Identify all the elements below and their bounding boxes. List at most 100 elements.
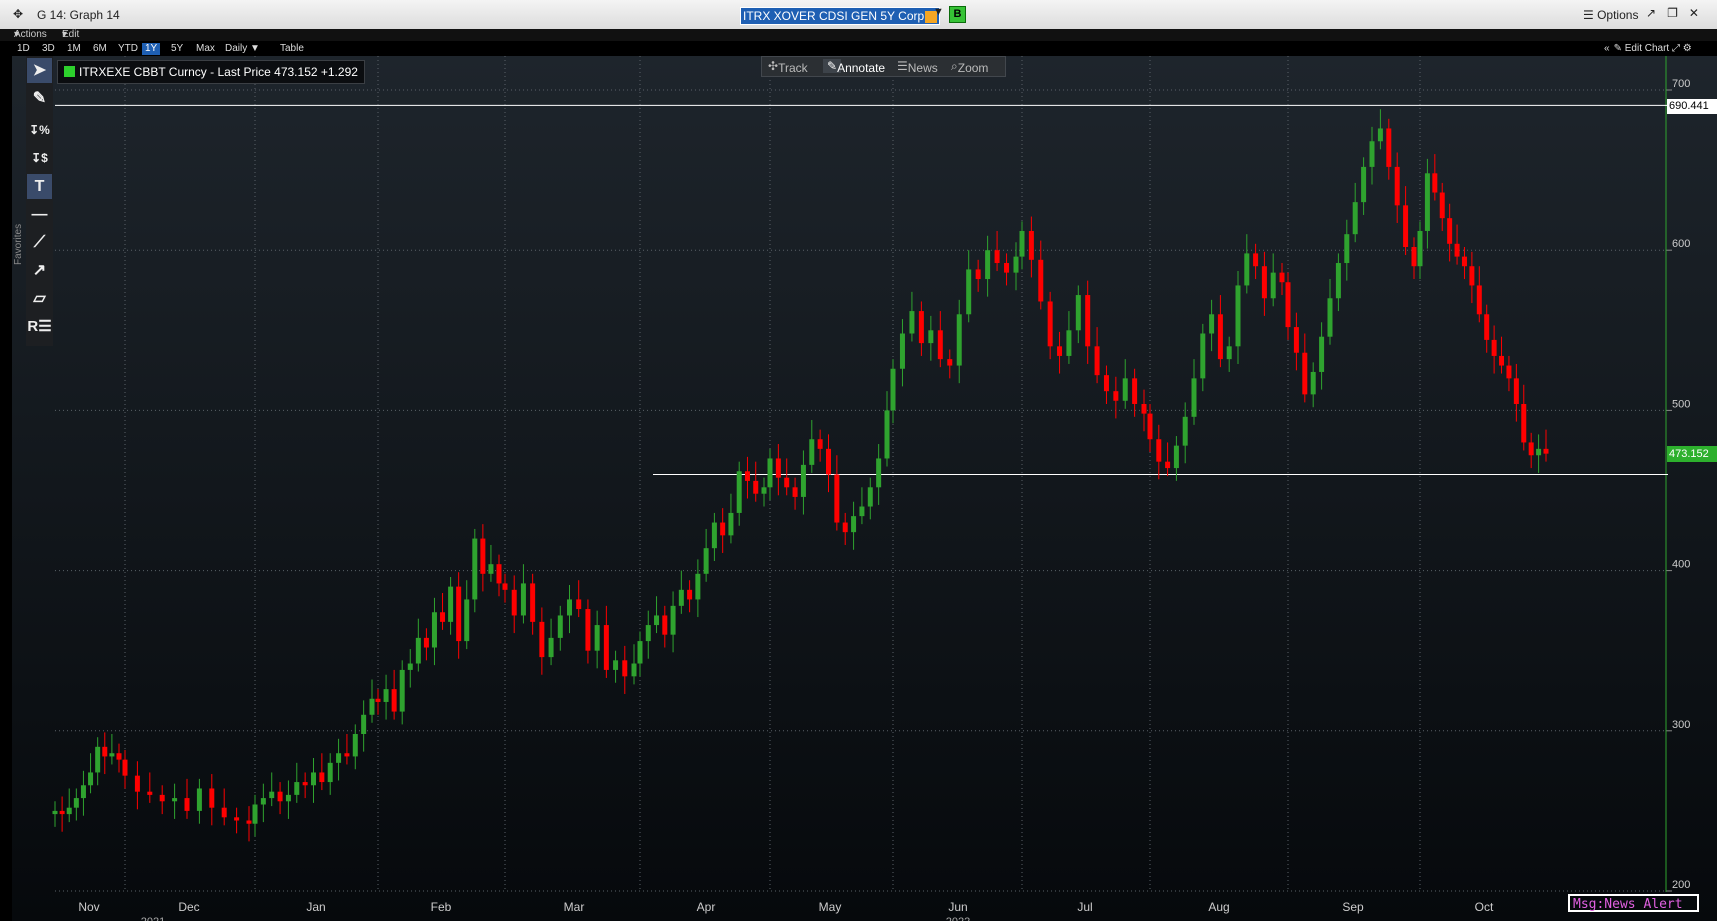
expand-icon[interactable]: ⤢: [1671, 43, 1680, 54]
chart-area[interactable]: [12, 56, 1717, 921]
candle-body: [1209, 314, 1215, 334]
candle-body: [876, 458, 882, 488]
news-alert[interactable]: Msg:News Alert: [1568, 894, 1699, 912]
candle-body: [1302, 352, 1308, 395]
candle-body: [102, 746, 108, 757]
move-icon[interactable]: ✥: [13, 7, 24, 21]
candle-body: [576, 599, 582, 610]
range-max[interactable]: Max: [196, 43, 215, 54]
candle-body: [1491, 339, 1497, 356]
x-tick-label: Nov: [78, 900, 99, 914]
regression-tool-icon[interactable]: R☰: [27, 318, 52, 335]
options-button[interactable]: ☰ Options: [1583, 8, 1639, 22]
trendline-tool-icon[interactable]: ⟋: [33, 234, 46, 251]
candle-body: [407, 663, 413, 670]
y-tick-label: 600: [1672, 238, 1690, 250]
horizontal-line-tool-icon[interactable]: —: [31, 206, 48, 223]
candle-body: [147, 791, 153, 795]
x-tick-label: Feb: [431, 900, 452, 914]
close-icon[interactable]: ✕: [1688, 6, 1710, 20]
price-tool-icon[interactable]: ↧$: [31, 151, 48, 165]
y-tick-label: 700: [1672, 78, 1690, 90]
candle-body: [539, 621, 545, 658]
candle-body: [1270, 272, 1276, 299]
candle-body: [1499, 355, 1505, 366]
candle-body: [1543, 448, 1549, 454]
candle-body: [1057, 346, 1063, 356]
ticker-cursor: [925, 10, 938, 23]
candle-body: [431, 612, 437, 648]
range-1m[interactable]: 1M: [67, 43, 81, 54]
candle-body: [480, 538, 486, 574]
edit-chart-button[interactable]: ✎ Edit Chart: [1613, 43, 1670, 54]
candle-body: [622, 660, 628, 677]
ray-tool-icon[interactable]: ↗: [32, 262, 47, 279]
annotate-mode-button[interactable]: ✎ Annotate: [823, 59, 885, 75]
candle-body: [1417, 230, 1423, 267]
candle-body: [728, 512, 734, 536]
candle-body: [344, 753, 350, 757]
ticker-dropdown-icon[interactable]: ▼: [933, 6, 944, 18]
collapse-icon[interactable]: «: [1604, 43, 1610, 54]
range-ytd[interactable]: YTD: [118, 43, 138, 54]
settings-icon[interactable]: ⚙: [1682, 43, 1692, 54]
ticker-input[interactable]: ITRX XOVER CDSI GEN 5Y Corp: [740, 7, 941, 25]
ticker-badge[interactable]: B: [949, 6, 966, 23]
candle-body: [867, 487, 873, 507]
channel-tool-icon[interactable]: ▱: [33, 290, 46, 307]
range-1y[interactable]: 1Y: [142, 43, 161, 55]
news-mode-button[interactable]: ☰ News: [897, 59, 938, 75]
restore-icon[interactable]: ❐: [1667, 6, 1689, 20]
chart-legend[interactable]: ITRXEXE CBBT Curncy - Last Price 473.152…: [57, 60, 365, 84]
candle-body: [800, 464, 806, 497]
candle-body: [391, 689, 397, 712]
edit-chart-bar: «✎ Edit Chart ⤢ ⚙: [1604, 43, 1692, 54]
candle-body: [1094, 346, 1100, 376]
range-3d[interactable]: 3D: [42, 43, 55, 54]
candle-body: [909, 311, 915, 334]
candle-body: [720, 522, 726, 536]
candle-body: [530, 583, 536, 622]
popout-icon[interactable]: ↗: [1646, 6, 1668, 20]
percent-tool-icon[interactable]: ↧%: [29, 123, 50, 137]
text-tool-icon[interactable]: T: [27, 174, 52, 199]
candle-body: [585, 609, 591, 651]
candle-body: [73, 798, 79, 808]
table-button[interactable]: Table: [280, 43, 304, 54]
candle-body: [122, 759, 128, 776]
candle-body: [1085, 295, 1091, 347]
candle-body: [687, 589, 693, 600]
actions-menu[interactable]: Actions ▾: [14, 29, 47, 40]
candle-body: [352, 734, 358, 757]
candle-body: [375, 698, 381, 702]
candle-body: [1066, 330, 1072, 356]
pen-tool-icon[interactable]: ✎: [32, 90, 47, 107]
track-mode-button[interactable]: ✣ Track: [768, 59, 808, 75]
candle-body: [88, 772, 94, 786]
candle-body: [809, 439, 815, 465]
candle-body: [440, 612, 446, 622]
zoom-mode-button[interactable]: ⌕ Zoom: [951, 59, 989, 75]
candle-body: [1226, 346, 1232, 360]
candle-body: [399, 669, 405, 712]
frequency-select[interactable]: Daily ▼: [225, 43, 260, 54]
candle-body: [1019, 230, 1025, 257]
candle-body: [1521, 403, 1527, 443]
candle-body: [703, 548, 709, 574]
candle-body: [472, 538, 478, 600]
range-5y[interactable]: 5Y: [171, 43, 184, 54]
candle-body: [890, 368, 896, 411]
candle-body: [1113, 391, 1119, 401]
candle-body: [947, 359, 953, 366]
candle-body: [311, 772, 316, 786]
candle-body: [918, 311, 924, 344]
range-1d[interactable]: 1D: [17, 43, 30, 54]
edit-menu[interactable]: Edit ▾: [62, 29, 80, 40]
candle-body: [985, 250, 991, 280]
candle-body: [59, 810, 65, 815]
candle-body: [80, 785, 86, 799]
pointer-tool-icon[interactable]: ➤: [27, 58, 52, 83]
candle-body: [548, 637, 554, 658]
range-6m[interactable]: 6M: [93, 43, 107, 54]
